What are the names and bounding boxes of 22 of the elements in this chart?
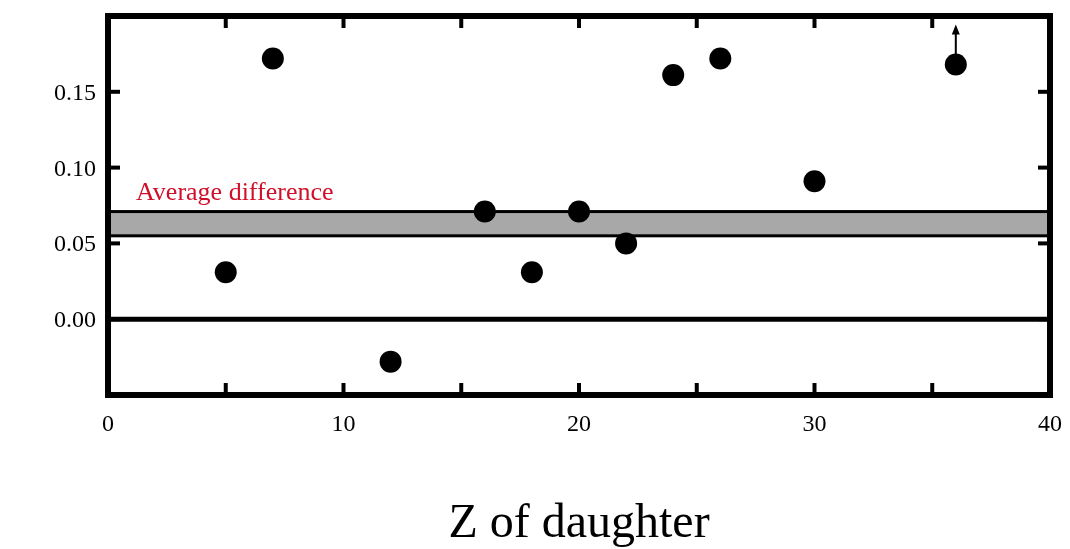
point — [261, 47, 284, 70]
point — [473, 200, 496, 223]
point — [615, 232, 638, 255]
y-tick-label: 0.00 — [54, 306, 96, 333]
point — [803, 170, 826, 193]
point — [709, 47, 732, 70]
point — [944, 53, 967, 76]
x-tick-label: 30 — [802, 410, 827, 436]
x-tick-label: 40 — [1038, 410, 1062, 436]
x-tick-label: 0 — [102, 410, 114, 436]
point — [662, 64, 685, 87]
point — [214, 261, 237, 284]
y-tick-label: 0.10 — [54, 154, 96, 181]
point — [379, 350, 402, 373]
y-tick-label: 0.15 — [54, 78, 96, 105]
band-label: Average difference — [136, 176, 334, 206]
point — [520, 261, 543, 284]
x-tick-label: 20 — [567, 410, 591, 436]
x-tick-label: 10 — [331, 410, 356, 436]
point — [568, 200, 590, 223]
x-axis-title: Z of daughter — [448, 494, 710, 547]
y-tick-label: 0.05 — [54, 230, 96, 257]
